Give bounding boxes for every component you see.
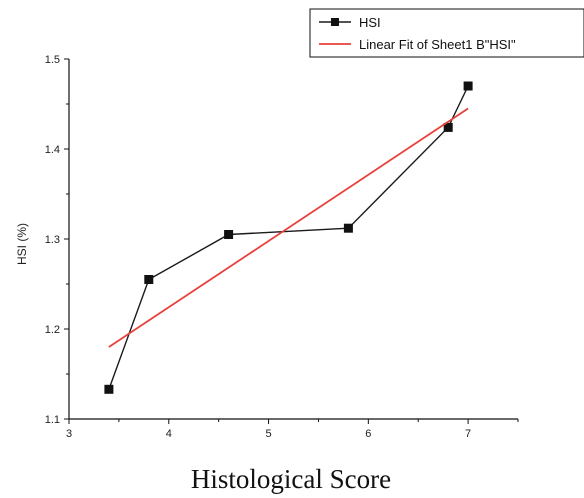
y-tick-label: 1.1 <box>45 414 60 426</box>
axes: 1.1 1.2 1.3 1.4 1.5 3 4 5 6 7 <box>45 54 519 440</box>
legend-box <box>309 8 584 58</box>
y-tick-label: 1.3 <box>45 234 60 246</box>
series-linear-fit-line <box>108 107 469 348</box>
legend-fit-label: Linear Fit of Sheet1 B"HSI" <box>359 37 516 52</box>
legend: HSI Linear Fit of Sheet1 B"HSI" <box>309 8 584 58</box>
y-tick-label: 1.2 <box>45 324 60 336</box>
x-tick-label: 7 <box>465 428 471 440</box>
data-point <box>224 230 234 239</box>
y-axis-title: HSI (%) <box>15 223 29 265</box>
series-hsi-line <box>108 85 469 390</box>
legend-hsi-marker-swatch <box>331 18 339 26</box>
data-point <box>144 275 154 284</box>
data-point <box>463 81 473 91</box>
x-axis-title: Histological Score <box>191 464 391 494</box>
legend-hsi-label: HSI <box>359 15 381 30</box>
series-layer <box>104 81 473 394</box>
y-tick-label: 1.5 <box>45 54 60 66</box>
data-point <box>443 122 453 132</box>
x-tick-label: 6 <box>365 428 371 440</box>
x-tick-label: 5 <box>265 428 271 440</box>
data-point <box>104 384 114 394</box>
x-tick-label: 4 <box>166 428 172 440</box>
x-tick-label: 3 <box>66 428 72 440</box>
data-point <box>343 223 353 233</box>
y-tick-label: 1.4 <box>45 144 60 156</box>
